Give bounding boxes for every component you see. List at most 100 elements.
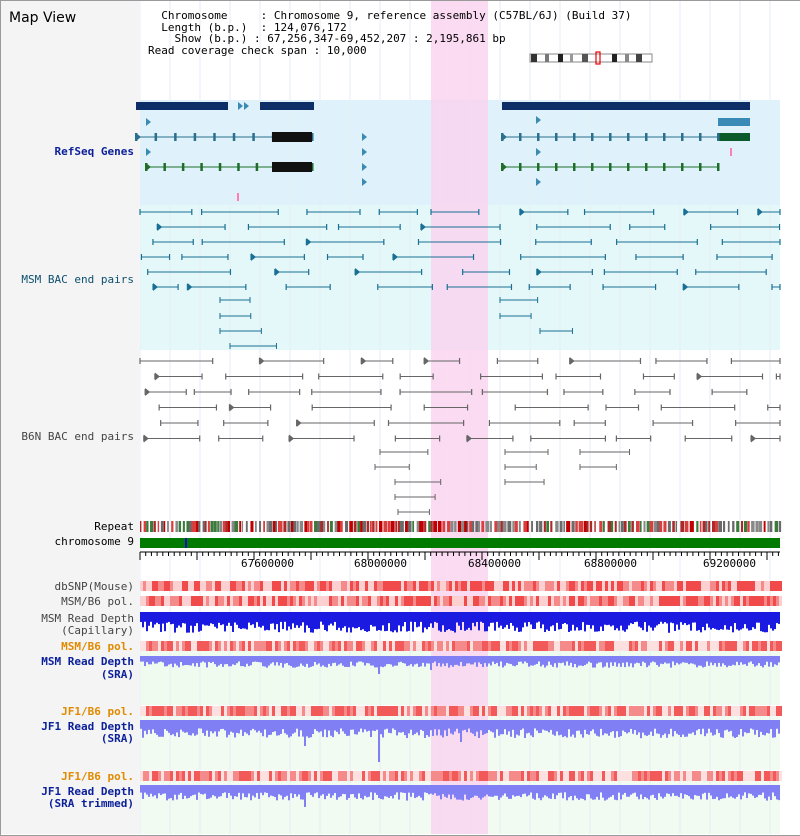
read-depth-bar [422, 612, 424, 633]
info-line-span: Read coverage check span : 10,000 [148, 43, 367, 57]
read-depth-bar [364, 612, 366, 631]
polymorphism-cell [467, 596, 470, 606]
repeat-element [153, 521, 156, 532]
read-depth-bar [650, 720, 652, 732]
polymorphism-cell [452, 581, 455, 591]
polymorphism-cell [410, 706, 413, 716]
polymorphism-cell [680, 596, 683, 606]
read-depth-bar [356, 785, 358, 799]
read-depth-bar [258, 785, 260, 799]
polymorphism-cell [653, 596, 656, 606]
polymorphism-cell [707, 771, 710, 781]
polymorphism-cell [155, 706, 158, 716]
polymorphism-cell [776, 581, 779, 591]
read-depth-bar [754, 785, 756, 798]
read-depth-bar [526, 656, 528, 663]
read-depth-bar [548, 720, 550, 733]
read-depth-bar [556, 612, 558, 623]
polymorphism-cell [248, 641, 251, 651]
read-depth-bar [348, 785, 350, 799]
polymorphism-cell [179, 641, 182, 651]
read-depth-bar [474, 612, 476, 627]
repeat-element [454, 521, 457, 532]
polymorphism-cell [542, 581, 545, 591]
polymorphism-cell [209, 581, 212, 591]
info-line-chromosome: Chromosome : Chromosome 9, reference ass… [161, 9, 632, 22]
read-depth-bar [258, 656, 260, 663]
read-depth-bar [670, 720, 672, 729]
read-depth-bar [226, 720, 228, 738]
polymorphism-cell [491, 641, 494, 651]
read-depth-bar [732, 612, 734, 633]
polymorphism-cell [311, 771, 314, 781]
polymorphism-cell [452, 596, 455, 606]
polymorphism-cell [278, 706, 281, 716]
polymorphism-cell [143, 771, 146, 781]
read-depth-bar [250, 720, 252, 731]
read-depth-bar [326, 612, 328, 632]
read-depth-bar [558, 656, 560, 663]
read-depth-bar [768, 785, 770, 797]
read-depth-bar [416, 612, 418, 628]
polymorphism-cell [689, 581, 692, 591]
polymorphism-cell [224, 771, 227, 781]
read-depth-bar [434, 612, 436, 622]
read-depth-bar [552, 612, 554, 626]
repeat-element [210, 521, 214, 532]
polymorphism-cell [206, 641, 209, 651]
polymorphism-cell [179, 596, 182, 606]
polymorphism-cell [413, 771, 416, 781]
polymorphism-cell [206, 581, 209, 591]
read-depth-bar [236, 656, 238, 664]
repeat-element [344, 521, 349, 532]
read-depth-bar [336, 656, 338, 666]
read-depth-bar [674, 612, 676, 631]
polymorphism-cell [713, 581, 716, 591]
track-label-refseq[interactable]: RefSeq Genes [54, 145, 134, 158]
read-depth-bar [190, 612, 192, 626]
read-depth-bar [652, 656, 654, 662]
polymorphism-cell [401, 706, 404, 716]
polymorphism-cell [275, 641, 278, 651]
polymorphism-cell [293, 641, 296, 651]
bac-end-arrow [274, 268, 280, 276]
polymorphism-cell [149, 596, 152, 606]
bac-end-arrow [143, 434, 149, 443]
polymorphism-cell [647, 771, 650, 781]
polymorphism-cell [407, 771, 410, 781]
polymorphism-cell [272, 596, 275, 606]
polymorphism-cell [428, 581, 431, 591]
read-depth-bar [536, 656, 538, 664]
read-depth-bar [628, 612, 630, 626]
track-label-msm-b6-pol-sra: MSM/B6 pol. [61, 640, 134, 653]
polymorphism-cell [152, 706, 155, 716]
read-depth-bar [274, 720, 276, 732]
read-depth-bar [612, 785, 614, 796]
track-label-msm-bac[interactable]: MSM BAC end pairs [21, 273, 134, 286]
read-depth-bar [152, 785, 154, 797]
read-depth-bar [262, 612, 264, 626]
read-depth-bar [758, 720, 760, 738]
polymorphism-cell [764, 771, 767, 781]
polymorphism-cell [428, 771, 431, 781]
read-depth-bar [258, 612, 260, 627]
read-depth-bar [216, 720, 218, 737]
read-depth-bar [490, 612, 492, 623]
track-label-b6n-bac[interactable]: B6N BAC end pairs [21, 430, 134, 443]
read-depth-bar [764, 656, 766, 665]
polymorphism-cell [512, 641, 515, 651]
read-depth-bar [658, 785, 660, 794]
read-depth-bar [706, 785, 708, 800]
polymorphism-cell [701, 596, 704, 606]
read-depth-bar [734, 785, 736, 799]
polymorphism-cell [422, 581, 425, 591]
polymorphism-cell [251, 596, 254, 606]
read-depth-bar [410, 720, 412, 730]
read-depth-bar [532, 612, 534, 629]
polymorphism-cell [260, 641, 263, 651]
read-depth-bar [504, 720, 506, 730]
read-depth-bar [710, 612, 712, 630]
polymorphism-cell [326, 706, 329, 716]
read-depth-bar [334, 785, 336, 794]
